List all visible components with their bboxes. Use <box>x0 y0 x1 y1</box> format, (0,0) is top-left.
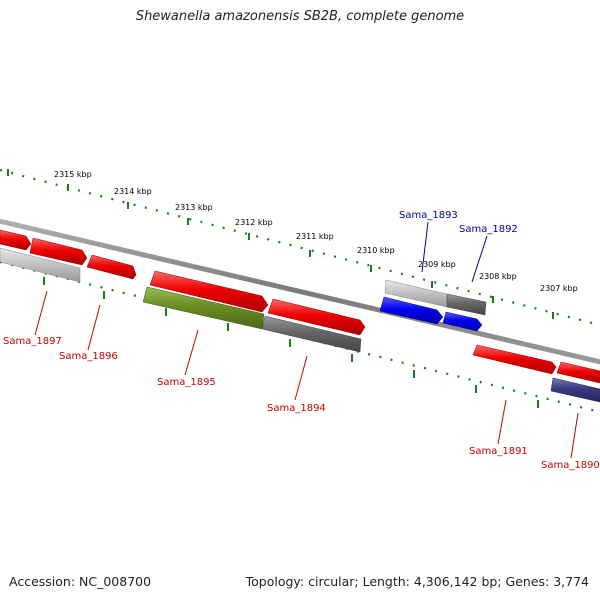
gene-label-connector <box>497 399 507 445</box>
gene-label-connector <box>87 304 101 351</box>
gene-label-connector <box>471 235 488 283</box>
genome-backbone <box>0 218 600 365</box>
gene-label[interactable]: Sama_1895 <box>157 377 216 388</box>
gene-arrow[interactable] <box>472 344 557 375</box>
topology-summary: Topology: circular; Length: 4,306,142 bp… <box>245 574 589 589</box>
gene-arrow[interactable] <box>550 377 600 403</box>
gene-label-connector <box>570 412 579 459</box>
gene-label-connector <box>34 290 48 336</box>
gene-label[interactable]: Sama_1894 <box>267 403 326 414</box>
ruler-label: 2313 kbp <box>175 203 213 212</box>
gene-label[interactable]: Sama_1896 <box>59 351 118 362</box>
gene-label[interactable]: Sama_1890 <box>541 460 600 471</box>
ruler-label: 2315 kbp <box>54 170 92 179</box>
outer-ruler <box>0 168 600 327</box>
label-connectors <box>34 221 579 459</box>
gene-arrow[interactable] <box>261 315 362 353</box>
gene-label-connector <box>421 221 429 273</box>
gene-arrow[interactable] <box>0 229 32 251</box>
gene-label-connector <box>184 329 199 376</box>
gene-label[interactable]: Sama_1893 <box>399 210 458 221</box>
map-title: Shewanella amazonensis SB2B, complete ge… <box>135 9 465 24</box>
gene-label[interactable]: Sama_1892 <box>459 224 518 235</box>
gene-arrow[interactable] <box>267 298 366 336</box>
ruler-label: 2310 kbp <box>357 246 395 255</box>
forward-genes <box>0 229 600 403</box>
ruler-label: 2307 kbp <box>540 284 578 293</box>
gene-arrow[interactable] <box>0 247 81 283</box>
gene-arrow[interactable] <box>86 254 137 280</box>
gene-arrow[interactable] <box>29 237 88 266</box>
ruler-label: 2314 kbp <box>114 187 152 196</box>
gene-arrow[interactable] <box>149 270 269 313</box>
gene-arrow[interactable] <box>556 361 600 384</box>
accession-text: Accession: NC_008700 <box>9 574 152 589</box>
gene-label-connector <box>294 355 308 401</box>
ruler-label: 2308 kbp <box>479 272 517 281</box>
ruler-label: 2309 kbp <box>418 260 456 269</box>
gene-label[interactable]: Sama_1891 <box>469 446 528 457</box>
gene-arrow[interactable] <box>379 296 444 325</box>
ruler-label: 2312 kbp <box>235 218 273 227</box>
inner-ruler <box>0 260 600 414</box>
gene-arrow[interactable] <box>446 293 487 316</box>
gene-label[interactable]: Sama_1897 <box>3 336 62 347</box>
gene-arrow[interactable] <box>442 311 483 332</box>
ruler-label: 2311 kbp <box>296 232 334 241</box>
